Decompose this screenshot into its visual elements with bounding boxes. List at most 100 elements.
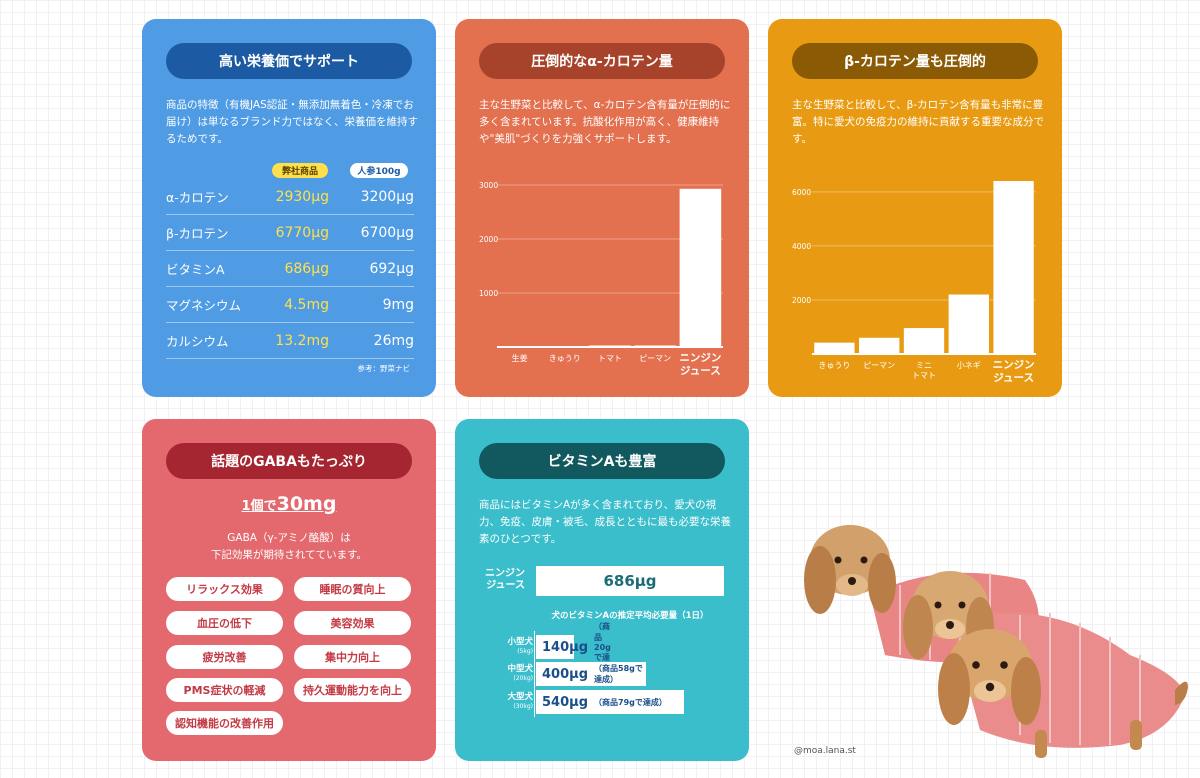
nutrient-name: マグネシウム: [166, 298, 242, 313]
alpha-carotene-card: 圧倒的なα-カロテン量 主な生野菜と比較して、α-カロテン含有量が圧倒的に多く含…: [455, 19, 749, 397]
nutrient-row: カルシウム 13.2mg 26mg: [166, 323, 414, 359]
effect-badge: 持久運動能力を向上: [294, 678, 411, 702]
dog-size-weight: (30kg): [513, 703, 533, 710]
y-tick-label: 1000: [479, 289, 498, 298]
nutrient-row: ビタミンA 686μg 692μg: [166, 251, 414, 287]
alpha-carotene-description: 主な生野菜と比較して、α-カロテン含有量が圧倒的に多く含まれています。抗酸化作用…: [479, 99, 731, 145]
juice-label-line2: ジュース: [486, 580, 525, 591]
y-tick-label: 3000: [479, 181, 498, 190]
dog-size-label-large: 大型犬 (30kg): [485, 693, 533, 711]
nutrient-value-carrot: 9mg: [382, 296, 414, 313]
dog-requirement-bar: 140μg （商品20gで達成）: [536, 622, 611, 673]
effect-badge: 認知機能の改善作用: [166, 711, 283, 735]
chart-bar: [859, 337, 900, 354]
x-category-label: ニンジン: [993, 359, 1035, 371]
nutrition-card: 高い栄養価でサポート 商品の特徴（有機JAS認証・無添加無着色・冷凍でお届け）は…: [142, 19, 436, 397]
nutrient-value-carrot: 6700μg: [360, 224, 414, 241]
nutrient-value-carrot: 692μg: [369, 260, 414, 277]
effect-badge: リラックス効果: [166, 577, 283, 601]
nutrient-name: α-カロテン: [166, 190, 229, 205]
x-category-label: ピーマン: [639, 354, 671, 363]
dog-size-label-medium: 中型犬 (20kg): [485, 665, 533, 683]
effect-badge: 集中力向上: [294, 645, 411, 669]
nutrient-value-ours: 2930μg: [275, 188, 329, 205]
gaba-headline-prefix: 1個で: [241, 499, 277, 514]
x-category-label: きゅうり: [549, 354, 581, 363]
chart-bar: [589, 345, 631, 347]
y-tick-label: 2000: [792, 296, 811, 305]
chart-bar: [903, 328, 945, 354]
gaba-headline: 1個で30mg: [142, 493, 436, 515]
dog-requirement-value: 140μg: [542, 639, 589, 655]
nutrient-name: カルシウム: [166, 334, 229, 349]
nutrient-value-ours: 686μg: [284, 260, 329, 277]
dog-requirement-note: （商品79gで達成）: [594, 697, 667, 707]
nutrition-card-title: 高い栄養価でサポート: [166, 43, 412, 79]
x-category-label: ジュース: [993, 372, 1034, 384]
nutrient-row: マグネシウム 4.5mg 9mg: [166, 287, 414, 323]
x-category-label: ミニ: [916, 361, 932, 370]
x-category-label: トマト: [598, 354, 622, 363]
vitamin-a-card: ビタミンAも豊富 商品にはビタミンAが多く含まれており、愛犬の視力、免疫、皮膚・…: [455, 419, 749, 761]
dog-requirement-axis: [534, 631, 535, 717]
juice-label-line1: ニンジン: [485, 568, 525, 579]
beta-carotene-card: β-カロテン量も圧倒的 主な生野菜と比較して、β-カロテン含有量も非常に豊富。特…: [768, 19, 1062, 397]
effect-badge: PMS症状の軽減: [166, 678, 283, 702]
nutrient-name: β-カロテン: [166, 226, 229, 241]
dog-size-name: 中型犬: [507, 664, 533, 674]
effect-badge: 疲労改善: [166, 645, 283, 669]
chart-bar: [679, 188, 722, 347]
nutrient-row: β-カロテン 6770μg 6700μg: [166, 215, 414, 251]
beta-carotene-card-title: β-カロテン量も圧倒的: [792, 43, 1038, 79]
dog-size-name: 小型犬: [507, 637, 533, 647]
x-category-label: 小ネギ: [957, 361, 981, 370]
gaba-description-line1: GABA（γ-アミノ酪酸）は: [227, 532, 351, 544]
y-tick-label: 4000: [792, 242, 811, 251]
beta-carotene-description: 主な生野菜と比較して、β-カロテン含有量も非常に豊富。特に愛犬の免疫力の維持に貢…: [792, 99, 1044, 145]
chart-bar: [634, 345, 676, 347]
column-header-carrot: 人参100g: [350, 163, 408, 178]
nutrient-value-ours: 6770μg: [275, 224, 329, 241]
gaba-card: 話題のGABAもたっぷり 1個で30mg GABA（γ-アミノ酪酸）は 下記効果…: [142, 419, 436, 761]
vitamin-a-description: 商品にはビタミンAが多く含まれており、愛犬の視力、免疫、皮膚・被毛、成長とともに…: [479, 499, 731, 545]
nutrient-row: α-カロテン 2930μg 3200μg: [166, 179, 414, 215]
dog-size-weight: (20kg): [513, 675, 533, 682]
dog-requirement-bar: 400μg （商品58gで達成）: [536, 662, 646, 686]
x-category-label: きゅうり: [818, 361, 850, 370]
dog-size-name: 大型犬: [507, 692, 533, 702]
nutrient-value-carrot: 3200μg: [360, 188, 414, 205]
x-category-label: ジュース: [680, 365, 721, 377]
effect-badge: 睡眠の質向上: [294, 577, 411, 601]
nutrition-card-description: 商品の特徴（有機JAS認証・無添加無着色・冷凍でお届け）は単なるブランド力ではな…: [166, 99, 418, 145]
dog-requirement-title: 犬のビタミンAの推定平均必要量（1日）: [551, 611, 709, 621]
vitamin-a-card-title: ビタミンAも豊富: [479, 443, 725, 479]
dog-size-weight: (5kg): [517, 648, 533, 655]
effect-badge: 美容効果: [294, 611, 411, 635]
dogs-photo: [804, 525, 1188, 758]
juice-value-bar: 686μg: [536, 566, 724, 596]
source-note: 参考：野菜ナビ: [357, 364, 411, 373]
x-category-label: ピーマン: [863, 361, 895, 370]
column-header-ours: 弊社商品: [272, 163, 328, 178]
nutrient-value-ours: 13.2mg: [275, 332, 329, 349]
dog-requirement-bar: 540μg （商品79gで達成）: [536, 690, 684, 714]
juice-value: 686μg: [603, 572, 657, 590]
chart-bar: [814, 342, 855, 354]
effect-badge: 血圧の低下: [166, 611, 283, 635]
nutrient-name: ビタミンA: [166, 262, 225, 277]
dog-requirement-value: 540μg: [542, 694, 589, 710]
nutrient-value-ours: 4.5mg: [284, 296, 329, 313]
chart-bar: [948, 294, 989, 354]
dog-size-label-small: 小型犬 (5kg): [485, 638, 533, 656]
x-category-label: トマト: [912, 371, 936, 380]
dog-requirement-note: （商品58gで達成）: [594, 664, 643, 684]
juice-label: ニンジン ジュース: [473, 568, 525, 592]
alpha-carotene-card-title: 圧倒的なα-カロテン量: [479, 43, 725, 79]
chart-bar: [993, 181, 1034, 354]
dog-requirement-value: 400μg: [542, 666, 589, 682]
x-category-label: ニンジン: [679, 352, 721, 364]
y-tick-label: 6000: [792, 188, 811, 197]
nutrient-value-carrot: 26mg: [373, 332, 414, 349]
